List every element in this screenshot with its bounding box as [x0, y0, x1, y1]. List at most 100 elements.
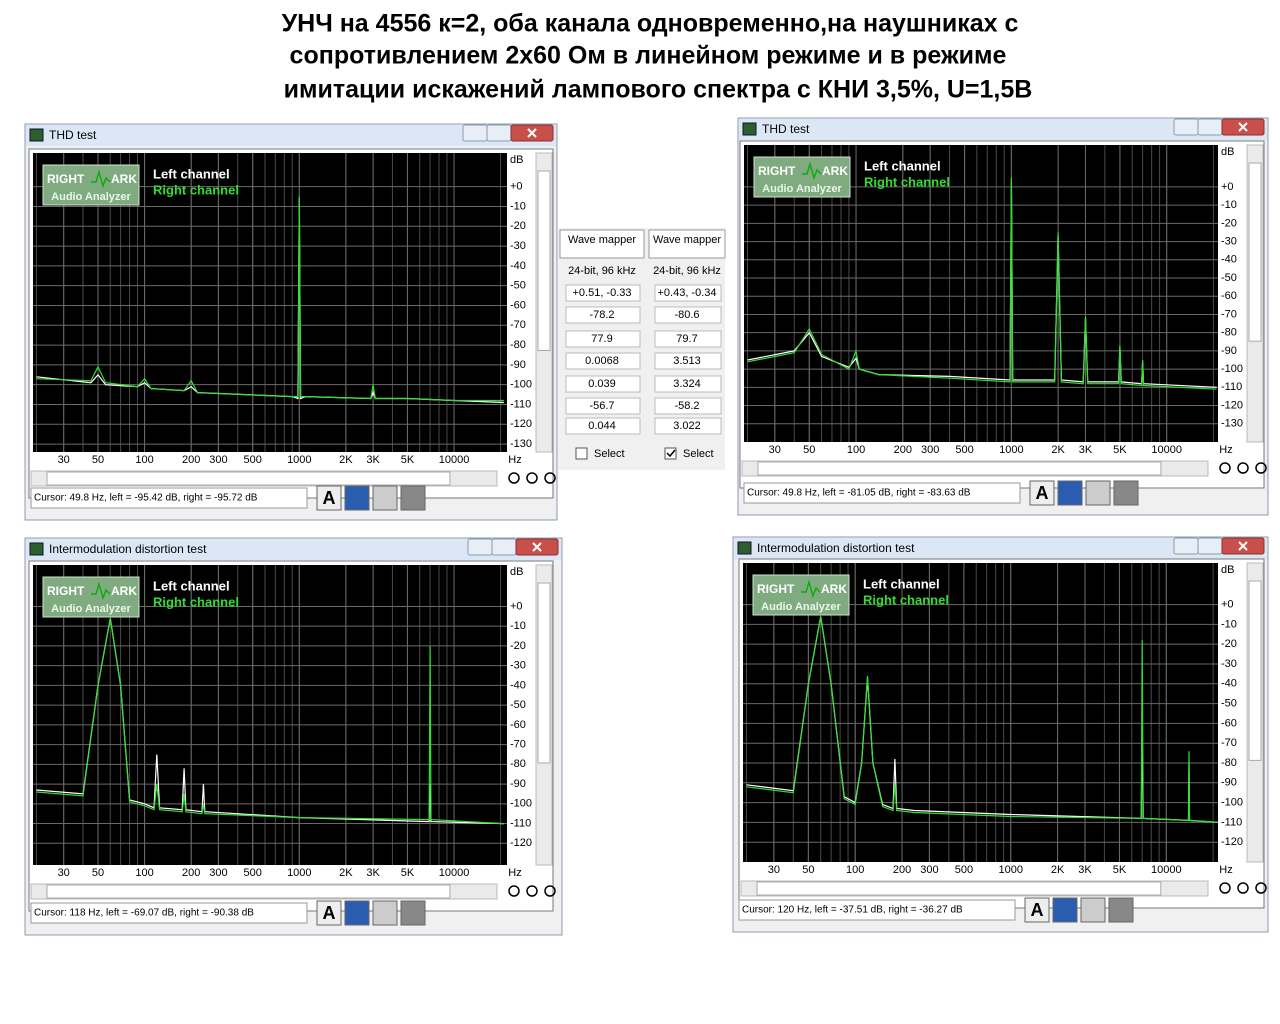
x-tick-label: 100 [847, 444, 865, 456]
minimize-button[interactable] [462, 124, 488, 142]
toolbar-button[interactable] [400, 900, 426, 926]
zoom-button[interactable] [1237, 882, 1249, 894]
x-tick-label: 2K [339, 867, 353, 879]
y-tick-label: +0 [1221, 598, 1234, 610]
toolbar-button[interactable] [400, 485, 426, 511]
toolbar-button[interactable] [1057, 480, 1083, 506]
x-tick-label: 50 [803, 444, 815, 456]
scroll-thumb[interactable] [1248, 162, 1262, 342]
tab[interactable] [648, 229, 726, 259]
value-text: 77.9 [591, 333, 612, 345]
legend-entry: Right channel [153, 594, 239, 609]
x-tick-label: 2K [1051, 864, 1065, 876]
title-bar [26, 539, 561, 560]
x-tick-label: 500 [955, 864, 973, 876]
y-tick-label: -50 [510, 699, 526, 711]
toolbar-button[interactable] [344, 485, 370, 511]
toolbar-button[interactable] [1024, 897, 1050, 923]
y-tick-label: -130 [510, 438, 532, 450]
window-icon [29, 542, 44, 556]
x-tick-label: 30 [58, 454, 70, 466]
zoom-button[interactable] [1255, 462, 1267, 474]
y-unit: dB [1221, 146, 1234, 158]
value-cell [654, 352, 722, 370]
y-tick-label: +0 [510, 181, 523, 193]
scroll-thumb[interactable] [537, 582, 551, 764]
maximize-button[interactable] [491, 538, 517, 556]
y-tick-label: -70 [1221, 737, 1237, 749]
scroll-thumb[interactable] [756, 881, 1162, 896]
cursor-readout: Cursor: 118 Hz, left = -69.07 dB, right … [34, 908, 254, 919]
y-tick-label: -40 [1221, 678, 1237, 690]
minimize-button[interactable] [1173, 118, 1199, 136]
y-tick-label: -10 [1221, 618, 1237, 630]
toolbar-button[interactable] [372, 485, 398, 511]
checkbox[interactable] [575, 447, 588, 460]
y-tick-label: -20 [510, 640, 526, 652]
maximize-button[interactable] [486, 124, 512, 142]
x-tick-label: 50 [92, 454, 104, 466]
y-tick-label: -120 [510, 418, 532, 430]
logo-text: RIGHT [758, 164, 796, 178]
value-cell [565, 284, 641, 302]
zoom-button[interactable] [1219, 462, 1231, 474]
toolbar-button[interactable] [1029, 480, 1055, 506]
x-unit: Hz [1219, 444, 1232, 456]
minimize-button[interactable] [467, 538, 493, 556]
x-tick-label: 3K [366, 454, 380, 466]
title-bar [26, 125, 556, 146]
zoom-button[interactable] [1255, 882, 1267, 894]
scroll-thumb[interactable] [757, 461, 1162, 476]
y-tick-label: -110 [1221, 381, 1242, 393]
zoom-button[interactable] [1237, 462, 1249, 474]
maximize-button[interactable] [1197, 118, 1223, 136]
toolbar-button-label: A [323, 903, 336, 923]
toolbar-button[interactable] [316, 900, 342, 926]
y-tick-label: -10 [510, 200, 526, 212]
logo-box [42, 576, 140, 618]
title-bar [739, 119, 1267, 140]
tab[interactable] [559, 229, 645, 259]
scroll-thumb[interactable] [537, 170, 551, 351]
zoom-button[interactable] [508, 885, 520, 897]
y-tick-label: -90 [510, 778, 526, 790]
toolbar-button[interactable] [1108, 897, 1134, 923]
logo-box [753, 156, 851, 198]
y-tick-label: -100 [1221, 363, 1243, 375]
value-text: +0.43, -0.34 [657, 287, 716, 299]
checkbox[interactable] [664, 447, 677, 460]
scroll-thumb[interactable] [46, 884, 451, 899]
y-unit: dB [510, 566, 523, 578]
x-tick-label: 30 [58, 867, 70, 879]
maximize-button[interactable] [1197, 537, 1223, 555]
zoom-button[interactable] [508, 472, 520, 484]
zoom-button[interactable] [544, 472, 556, 484]
y-tick-label: -90 [1221, 777, 1237, 789]
toolbar-button-label: A [1036, 483, 1049, 503]
title-line: имитации искажений лампового спектра с К… [284, 76, 1033, 104]
x-tick-label: 1000 [999, 444, 1023, 456]
scroll-thumb[interactable] [46, 471, 451, 486]
toolbar-button[interactable] [1085, 480, 1111, 506]
value-text: 24-bit, 96 kHz [568, 265, 636, 277]
zoom-button[interactable] [1219, 882, 1231, 894]
toolbar-button[interactable] [372, 900, 398, 926]
x-tick-label: 500 [244, 867, 262, 879]
toolbar-button[interactable] [1113, 480, 1139, 506]
legend-entry: Right channel [153, 182, 239, 197]
x-tick-label: 100 [846, 864, 864, 876]
toolbar-button[interactable] [316, 485, 342, 511]
y-tick-label: -20 [1221, 638, 1237, 650]
zoom-button[interactable] [526, 885, 538, 897]
toolbar-button[interactable] [1052, 897, 1078, 923]
value-cell [654, 330, 722, 348]
x-tick-label: 30 [769, 444, 781, 456]
zoom-button[interactable] [526, 472, 538, 484]
toolbar-button[interactable] [1080, 897, 1106, 923]
minimize-button[interactable] [1173, 537, 1199, 555]
cursor-box [30, 487, 308, 509]
scroll-thumb[interactable] [1248, 580, 1262, 761]
toolbar-button[interactable] [344, 900, 370, 926]
zoom-button[interactable] [544, 885, 556, 897]
x-tick-label: 200 [894, 444, 912, 456]
